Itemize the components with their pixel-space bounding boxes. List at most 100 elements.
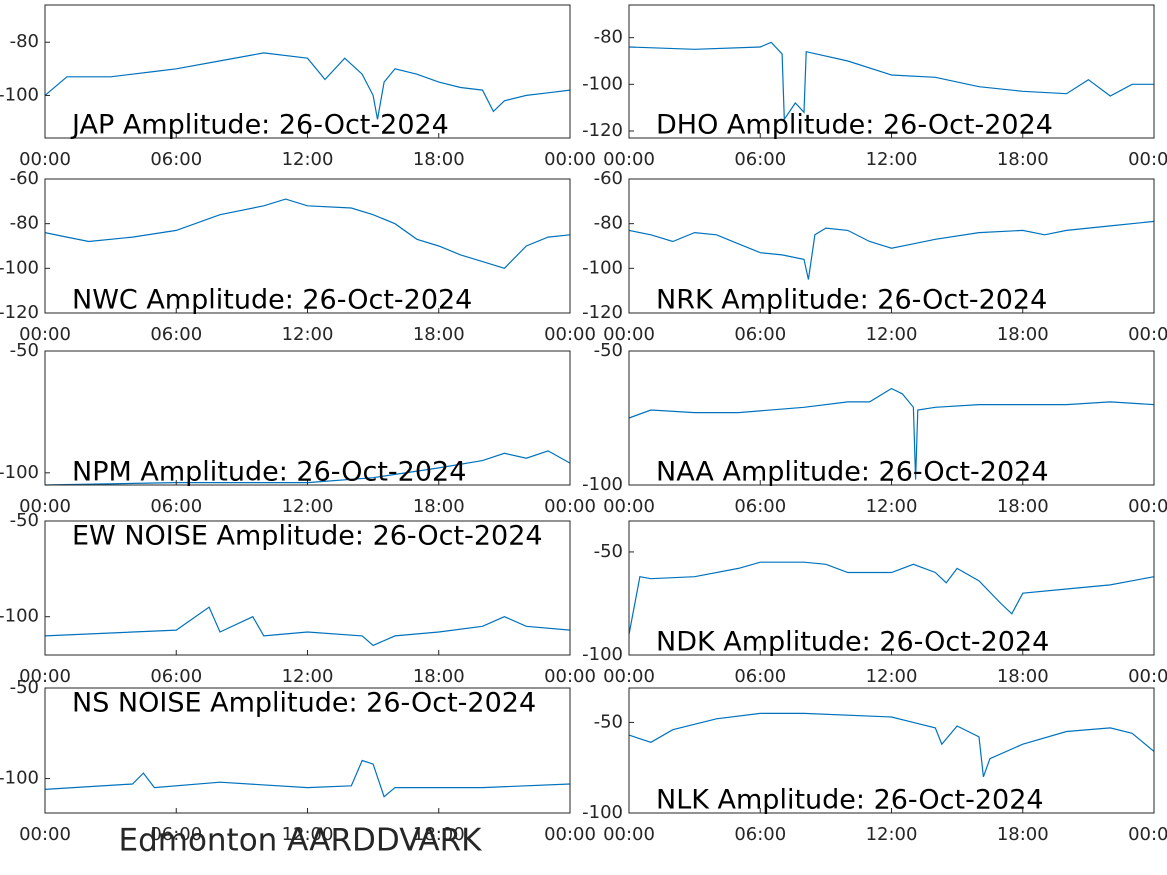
x-tick-label: 12:00 <box>866 149 918 170</box>
y-tick-label: -100 <box>0 768 39 789</box>
x-tick-label: 12:00 <box>866 666 918 687</box>
panel: 00:00 06:00 12:00 18:00 00:00 -50 -100 NPM Ampl… <box>0 340 596 517</box>
plot-area <box>45 179 570 313</box>
data-line <box>44 759 571 798</box>
x-tick-label: 00:00 <box>19 824 71 845</box>
x-tick-label: 00:00 <box>1128 666 1167 687</box>
x-tick-label: 18:00 <box>413 324 465 345</box>
caption: Edmonton AARDDVARK <box>118 823 482 859</box>
data-line <box>44 198 571 269</box>
plot-area <box>629 521 1154 655</box>
x-tick-label: 12:00 <box>282 324 334 345</box>
x-tick-label: 06:00 <box>150 149 202 170</box>
panel-title: NLK Amplitude: 26-Oct-2024 <box>656 785 1044 816</box>
x-tick-label: 06:00 <box>150 666 202 687</box>
data-line <box>628 561 1155 635</box>
y-tick-label: -50 <box>10 677 39 698</box>
y-tick-label: -50 <box>10 510 39 531</box>
x-tick-label: 00:00 <box>603 666 655 687</box>
x-tick-label: 18:00 <box>413 149 465 170</box>
plot-area <box>45 351 570 485</box>
data-line <box>628 220 1155 280</box>
x-tick-label: 00:00 <box>19 666 71 687</box>
plot-area <box>45 521 570 655</box>
panel-title: EW NOISE Amplitude: 26-Oct-2024 <box>72 521 543 552</box>
x-tick-label: 06:00 <box>150 324 202 345</box>
x-tick-label: 18:00 <box>413 824 465 845</box>
x-tick-label: 12:00 <box>282 666 334 687</box>
y-tick-label: -80 <box>594 27 623 48</box>
x-tick-label: 06:00 <box>734 324 786 345</box>
x-tick-label: 06:00 <box>734 149 786 170</box>
x-tick-label: 00:00 <box>544 496 596 517</box>
data-line <box>44 606 571 647</box>
panel-title: NS NOISE Amplitude: 26-Oct-2024 <box>72 688 536 719</box>
x-tick-label: 00:00 <box>544 149 596 170</box>
x-tick-label: 00:00 <box>544 324 596 345</box>
panel: 00:00 06:00 12:00 18:00 00:00 -50 -100 NDK Ampl… <box>582 520 1167 687</box>
y-tick-label: -60 <box>594 168 623 189</box>
data-line <box>628 41 1154 122</box>
plot-area <box>629 351 1154 485</box>
x-tick-label: 12:00 <box>866 824 918 845</box>
plot-area <box>45 5 570 138</box>
x-tick-label: 00:00 <box>603 149 655 170</box>
y-tick-label: -80 <box>594 213 623 234</box>
x-tick-label: 18:00 <box>997 496 1049 517</box>
x-tick-label: 12:00 <box>282 496 334 517</box>
plot-area <box>629 179 1154 313</box>
y-tick-label: -100 <box>0 257 39 278</box>
panel-title: JAP Amplitude: 26-Oct-2024 <box>70 110 449 141</box>
panel: 00:00 06:00 12:00 18:00 00:00 -60 -80 -100 -120 N… <box>0 168 596 345</box>
y-tick-label: -120 <box>582 302 623 323</box>
x-tick-label: 18:00 <box>997 149 1049 170</box>
y-tick-label: -50 <box>594 711 623 732</box>
x-tick-label: 18:00 <box>997 666 1049 687</box>
plot-area <box>629 5 1154 138</box>
y-tick-label: -120 <box>0 302 39 323</box>
x-tick-label: 00:00 <box>19 149 71 170</box>
x-tick-label: 06:00 <box>150 824 202 845</box>
panel-title: NPM Amplitude: 26-Oct-2024 <box>72 457 466 488</box>
x-tick-label: 00:00 <box>544 666 596 687</box>
panel: 00:00 06:00 12:00 18:00 00:00 -50 -100 NLK Ampl… <box>582 687 1167 845</box>
x-tick-label: 06:00 <box>734 496 786 517</box>
data-line <box>44 450 571 486</box>
x-tick-label: 00:00 <box>544 824 596 845</box>
x-tick-label: 00:00 <box>1128 149 1167 170</box>
x-tick-label: 18:00 <box>997 824 1049 845</box>
data-line <box>628 387 1155 480</box>
y-tick-label: -120 <box>582 120 623 141</box>
x-tick-label: 06:00 <box>734 824 786 845</box>
y-tick-label: -100 <box>582 257 623 278</box>
x-tick-label: 12:00 <box>282 149 334 170</box>
x-tick-label: 00:00 <box>19 496 71 517</box>
plot-area <box>45 688 570 813</box>
plot-area <box>629 688 1154 813</box>
x-tick-label: 00:00 <box>603 496 655 517</box>
panel: 00:00 06:00 12:00 18:00 00:00 -50 -100 EW NOISE… <box>0 510 596 687</box>
y-tick-label: -50 <box>594 340 623 361</box>
y-tick-label: -100 <box>582 644 623 665</box>
panel-title: NRK Amplitude: 26-Oct-2024 <box>656 285 1047 316</box>
panel: 00:00 06:00 12:00 18:00 00:00 -80 -100 -120 DHO … <box>582 4 1167 170</box>
panel-title: DHO Amplitude: 26-Oct-2024 <box>656 110 1053 141</box>
y-tick-label: -50 <box>594 541 623 562</box>
x-tick-label: 06:00 <box>150 496 202 517</box>
y-tick-label: -100 <box>582 802 623 823</box>
x-tick-label: 00:00 <box>1128 824 1167 845</box>
x-tick-label: 18:00 <box>413 496 465 517</box>
y-tick-label: -100 <box>0 84 39 105</box>
x-tick-label: 00:00 <box>1128 324 1167 345</box>
y-tick-label: -80 <box>10 31 39 52</box>
x-tick-label: 12:00 <box>282 824 334 845</box>
x-tick-label: 00:00 <box>19 324 71 345</box>
panel-title: NDK Amplitude: 26-Oct-2024 <box>656 627 1049 658</box>
x-tick-label: 00:00 <box>603 824 655 845</box>
panel-title: NAA Amplitude: 26-Oct-2024 <box>656 457 1049 488</box>
x-tick-label: 00:00 <box>603 324 655 345</box>
x-tick-label: 06:00 <box>734 666 786 687</box>
x-tick-label: 12:00 <box>866 496 918 517</box>
y-tick-label: -100 <box>582 474 623 495</box>
